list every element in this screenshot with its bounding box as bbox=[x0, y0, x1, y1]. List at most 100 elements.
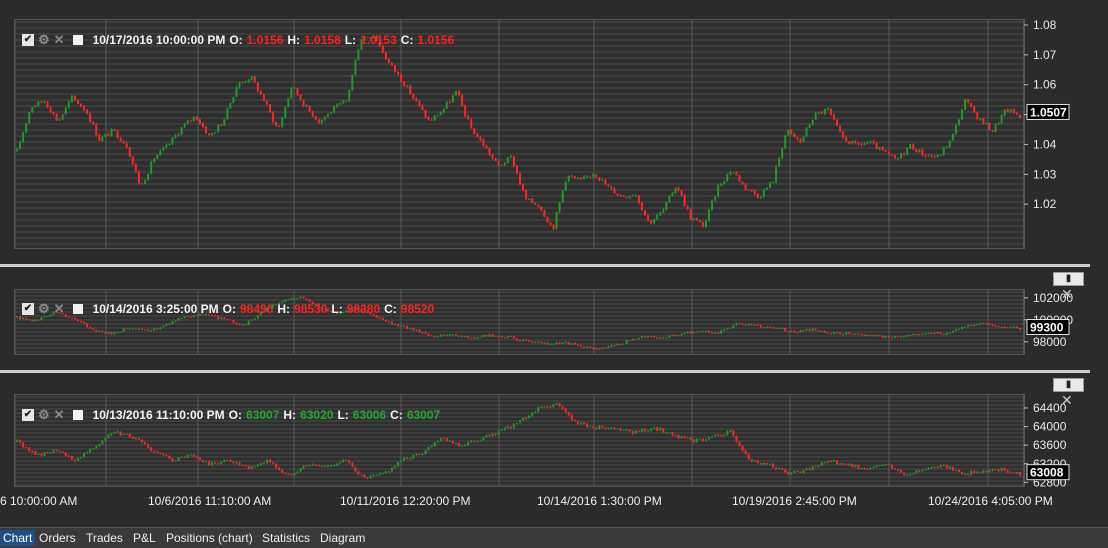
candle-body bbox=[817, 112, 820, 114]
visibility-checkbox-icon[interactable]: ✔ bbox=[22, 34, 34, 46]
candle-body bbox=[308, 299, 311, 302]
candle-body bbox=[16, 316, 18, 318]
pane-splitter[interactable] bbox=[0, 370, 1090, 373]
candle-body bbox=[875, 334, 878, 336]
candle-body bbox=[92, 328, 95, 330]
candle-body bbox=[269, 307, 272, 309]
candle-body bbox=[701, 330, 704, 332]
candle-body bbox=[909, 144, 912, 149]
candle-body bbox=[244, 81, 247, 83]
tab-chart[interactable]: Chart bbox=[0, 530, 36, 546]
candle-body bbox=[531, 341, 534, 343]
candle-body bbox=[698, 331, 701, 333]
candle-body bbox=[808, 124, 811, 128]
candle-body bbox=[680, 190, 683, 196]
visibility-checkbox-icon[interactable]: ✔ bbox=[22, 409, 34, 421]
candle-body bbox=[119, 138, 122, 142]
tab-trades[interactable]: Trades bbox=[86, 531, 123, 545]
candle-body bbox=[473, 337, 476, 339]
tab-orders[interactable]: Orders bbox=[39, 531, 76, 545]
close-pane-button[interactable]: ✕ bbox=[1061, 392, 1073, 408]
pin-pane-button[interactable]: ▮ bbox=[1053, 378, 1084, 392]
price-chart-2[interactable] bbox=[15, 290, 1024, 355]
price-chart-3[interactable] bbox=[15, 395, 1024, 487]
candle-body bbox=[293, 298, 296, 300]
candle-body bbox=[747, 189, 750, 191]
candle-body bbox=[601, 426, 604, 428]
candle-body bbox=[884, 150, 887, 152]
candle-body bbox=[198, 313, 201, 316]
price-axis-2[interactable]: 1020001000009800099300 bbox=[1024, 289, 1108, 355]
candle-body bbox=[458, 443, 461, 447]
candle-body bbox=[372, 314, 375, 316]
candle-body bbox=[485, 335, 488, 337]
candle-body bbox=[400, 325, 403, 327]
gear-icon[interactable]: ⚙ bbox=[38, 32, 50, 47]
visibility-checkbox-icon[interactable]: ✔ bbox=[22, 303, 34, 315]
candle-body bbox=[854, 465, 857, 467]
price-pane-3[interactable] bbox=[14, 394, 1024, 487]
candle-body bbox=[305, 465, 308, 467]
candle-body bbox=[464, 336, 467, 338]
candle-body bbox=[576, 178, 579, 180]
candle-body bbox=[369, 475, 372, 479]
candle-body bbox=[265, 101, 268, 105]
candle-body bbox=[665, 202, 668, 210]
candle-body bbox=[494, 335, 497, 337]
remove-icon[interactable]: ✕ bbox=[53, 301, 65, 316]
candle-body bbox=[171, 458, 174, 461]
candle-body bbox=[351, 74, 354, 91]
candle-body bbox=[567, 341, 570, 345]
price-chart-1[interactable] bbox=[15, 20, 1024, 249]
candle-body bbox=[326, 113, 329, 118]
color-swatch-icon[interactable] bbox=[72, 35, 83, 45]
low-label: L: bbox=[337, 408, 349, 422]
tab-pnl[interactable]: P&L bbox=[133, 531, 156, 545]
candle-body bbox=[195, 456, 198, 458]
tab-statistics[interactable]: Statistics bbox=[262, 531, 311, 545]
tab-positions-chart[interactable]: Positions (chart) bbox=[166, 531, 253, 545]
pin-pane-button[interactable]: ▮ bbox=[1053, 272, 1084, 286]
price-pane-2[interactable] bbox=[14, 289, 1024, 355]
close-pane-button[interactable]: ✕ bbox=[1061, 286, 1073, 302]
candle-body bbox=[46, 101, 49, 108]
color-swatch-icon[interactable] bbox=[72, 304, 83, 314]
bar-timestamp: 10/14/2016 3:25:00 PM bbox=[92, 302, 219, 316]
candle-body bbox=[927, 155, 930, 157]
candle-body bbox=[195, 116, 198, 120]
candle-body bbox=[43, 316, 46, 318]
candle-body bbox=[336, 311, 339, 314]
candle-body bbox=[863, 334, 866, 336]
candle-body bbox=[586, 346, 589, 348]
candle-body bbox=[223, 459, 226, 462]
candle-body bbox=[70, 95, 73, 102]
tab-diagram[interactable]: Diagram bbox=[320, 531, 366, 545]
price-pane-1[interactable] bbox=[14, 19, 1024, 249]
close-label: C: bbox=[384, 302, 397, 316]
color-swatch-icon[interactable] bbox=[72, 410, 83, 420]
price-axis-1[interactable]: 1.081.071.061.051.041.031.021.0507 bbox=[1024, 19, 1108, 249]
candle-body bbox=[262, 94, 265, 102]
candle-body bbox=[537, 204, 540, 207]
candle-body bbox=[186, 316, 189, 318]
remove-icon[interactable]: ✕ bbox=[53, 32, 65, 47]
candle-body bbox=[985, 470, 988, 472]
candle-body bbox=[924, 333, 927, 335]
candle-body bbox=[165, 454, 168, 456]
gear-icon[interactable]: ⚙ bbox=[38, 407, 50, 422]
candle-body bbox=[58, 450, 61, 452]
pane-splitter[interactable] bbox=[0, 264, 1090, 267]
candle-body bbox=[104, 438, 107, 441]
candle-body bbox=[479, 440, 482, 442]
candle-body bbox=[451, 95, 454, 103]
gear-icon[interactable]: ⚙ bbox=[38, 301, 50, 316]
candle-body bbox=[244, 465, 247, 467]
candle-body bbox=[314, 464, 317, 466]
candle-body bbox=[497, 430, 500, 436]
candle-body bbox=[247, 79, 250, 82]
remove-icon[interactable]: ✕ bbox=[53, 407, 65, 422]
candle-body bbox=[375, 315, 378, 318]
candle-body bbox=[378, 473, 381, 475]
candle-body bbox=[537, 341, 540, 343]
